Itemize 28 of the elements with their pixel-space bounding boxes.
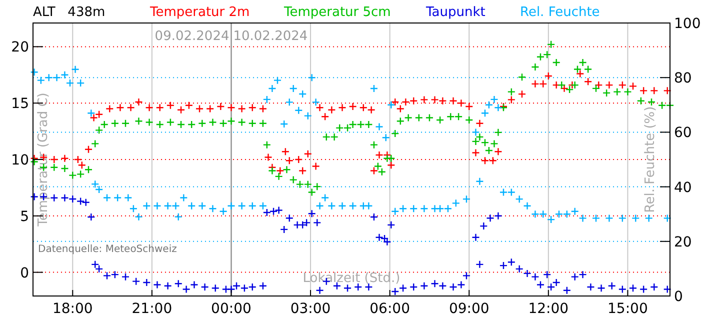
text: Temperatur 2m: [149, 5, 250, 20]
text: Temperatur 5cm: [283, 5, 391, 20]
x-tick-label: 21:00: [132, 301, 172, 317]
x-tick-label: 03:00: [290, 301, 331, 317]
text: Rel. Feuchte: [520, 5, 600, 20]
x-tick-label: 15:00: [608, 301, 648, 317]
y-tick-label: 20: [11, 40, 29, 56]
y-tick-label: 0: [20, 265, 29, 282]
y2-axis-title: Rel. Feuchte (%): [643, 106, 658, 213]
chart-title: ALT 438m: [33, 5, 106, 20]
y-axis-title: Temperatur (Grad C): [36, 92, 51, 228]
y2-tick-label: 100: [674, 16, 701, 32]
y2-tick-label: 40: [674, 180, 692, 196]
x-tick-label: 12:00: [528, 301, 569, 317]
y-tick-label: 10: [11, 152, 29, 168]
text: Taupunkt: [425, 5, 486, 20]
y-tick-label: 15: [11, 96, 29, 112]
x-tick-label: 00:00: [211, 301, 252, 317]
x-tick-label: 18:00: [52, 301, 93, 317]
y2-tick-label: 80: [674, 70, 692, 87]
x-tick-label: 09:00: [448, 301, 490, 317]
y2-tick-label: 0: [674, 289, 683, 305]
y2-tick-label: 60: [674, 125, 692, 142]
annotation: 09.02.2024: [154, 29, 230, 44]
x-tick-label: 06:00: [370, 301, 410, 317]
y-tick-label: 5: [20, 208, 29, 225]
annotation: 10.02.2024: [233, 29, 308, 44]
y2-tick-label: 20: [674, 234, 692, 250]
